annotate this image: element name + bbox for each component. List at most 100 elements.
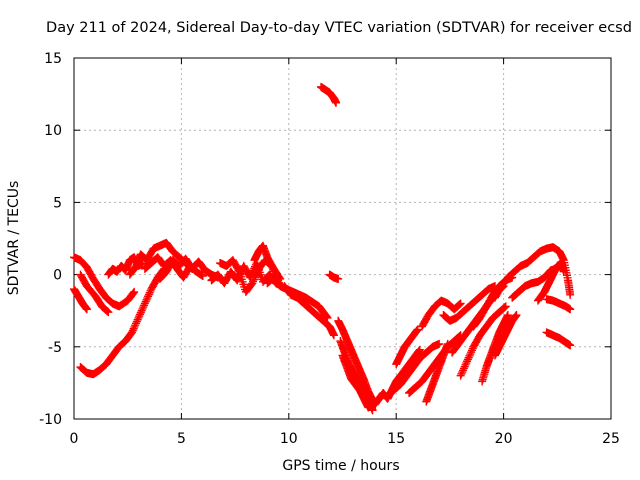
data-point <box>145 288 154 297</box>
data-point <box>461 360 470 369</box>
series-arc-16 <box>334 316 377 405</box>
series-arc-01 <box>70 285 91 314</box>
y-tick-label: 10 <box>44 123 62 139</box>
data-point <box>329 331 338 340</box>
series-arc-20 <box>383 339 444 400</box>
data-point <box>566 305 575 314</box>
y-tick-label: -5 <box>48 340 62 356</box>
series-arc-24 <box>422 339 452 406</box>
data-point <box>500 303 509 312</box>
data-point <box>103 307 112 316</box>
data-point <box>137 306 146 315</box>
data-point <box>129 289 138 298</box>
data-points <box>70 82 575 415</box>
series-arc-25 <box>439 282 500 325</box>
data-point <box>458 368 467 377</box>
data-point <box>460 362 469 371</box>
data-point <box>455 300 464 309</box>
data-point <box>467 348 476 357</box>
series-arc-18 <box>338 351 373 412</box>
data-point <box>233 276 242 285</box>
axis-ticks: 0 5 10 15 20 25 -10 -5 0 5 10 15 <box>39 51 620 447</box>
data-point <box>143 294 152 303</box>
series-arc-06 <box>125 238 197 279</box>
data-point <box>134 313 143 322</box>
data-point <box>251 272 260 281</box>
data-point <box>503 311 512 320</box>
series-arc-30 <box>491 311 521 360</box>
data-point <box>459 366 468 375</box>
data-point <box>455 300 464 309</box>
data-point <box>198 272 207 281</box>
data-point <box>457 369 466 378</box>
data-point <box>144 290 153 299</box>
series-arc-23 <box>417 296 465 331</box>
data-point <box>415 345 424 354</box>
x-tick-label: 0 <box>70 431 79 447</box>
data-point <box>413 325 422 334</box>
data-point <box>249 277 258 286</box>
series-arc-34 <box>542 295 575 314</box>
x-tick-label: 15 <box>387 431 405 447</box>
data-point <box>435 339 444 348</box>
data-point <box>368 406 377 415</box>
data-point <box>249 275 258 284</box>
data-point <box>443 339 452 348</box>
data-point <box>138 304 147 313</box>
data-point <box>82 305 91 314</box>
data-point <box>334 274 343 283</box>
x-tick-label: 10 <box>280 431 298 447</box>
data-point <box>130 287 139 296</box>
data-point <box>501 302 510 311</box>
data-point <box>456 371 465 380</box>
series-arc-13 <box>280 282 338 340</box>
data-point <box>129 324 138 333</box>
data-point <box>464 353 473 362</box>
data-point <box>566 341 575 350</box>
data-point <box>141 297 150 306</box>
data-point <box>463 355 472 364</box>
data-point <box>463 357 472 366</box>
data-point <box>459 364 468 373</box>
series-arc-15 <box>325 270 343 283</box>
data-point <box>462 359 471 368</box>
series-arc-03 <box>76 270 113 317</box>
data-point <box>128 326 137 335</box>
data-point <box>252 270 261 279</box>
data-point <box>144 292 153 301</box>
series-arc-04 <box>76 264 169 379</box>
data-point <box>102 306 111 315</box>
data-point <box>467 346 476 355</box>
series-arc-11 <box>250 241 285 283</box>
series-arc-14 <box>317 82 341 107</box>
x-tick-label: 20 <box>495 431 513 447</box>
plot-frame <box>73 57 612 420</box>
x-axis-label: GPS time / hours <box>282 458 399 474</box>
series-arc-33 <box>533 259 568 305</box>
y-tick-label: 5 <box>53 195 62 211</box>
data-point <box>456 299 465 308</box>
data-point <box>500 303 509 312</box>
data-point <box>139 303 148 312</box>
y-tick-label: 0 <box>53 268 62 284</box>
data-point <box>136 310 145 319</box>
data-point <box>127 328 136 337</box>
data-point <box>566 290 575 299</box>
data-point <box>465 351 474 360</box>
gridlines <box>74 58 611 419</box>
data-point <box>415 346 424 355</box>
data-point <box>466 350 475 359</box>
chart-title: Day 211 of 2024, Sidereal Day-to-day VTE… <box>46 20 632 36</box>
series-arc-31 <box>491 243 575 302</box>
data-point <box>140 301 149 310</box>
data-point <box>140 299 149 308</box>
data-point <box>512 311 521 320</box>
series-arc-35 <box>542 328 575 350</box>
data-point <box>104 308 113 317</box>
x-tick-label: 5 <box>177 431 186 447</box>
y-axis-label: SDTVAR / TECUs <box>6 181 22 296</box>
data-point <box>132 319 141 328</box>
data-point <box>250 273 259 282</box>
x-tick-label: 25 <box>602 431 620 447</box>
